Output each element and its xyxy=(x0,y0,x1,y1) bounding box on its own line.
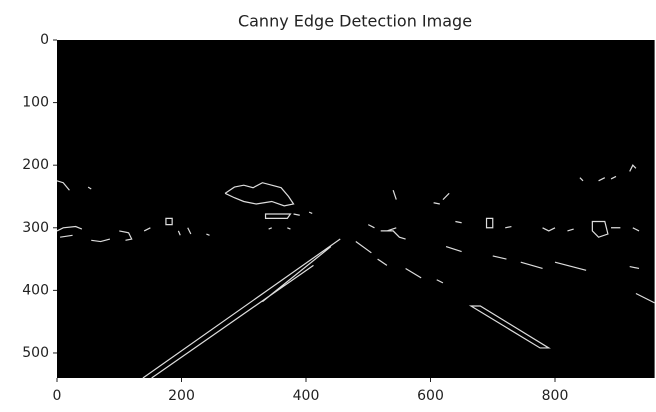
chart-title: Canny Edge Detection Image xyxy=(238,12,472,31)
chart: Canny Edge Detection Image 0 200 400 600 800… xyxy=(0,0,656,412)
x-tick-label: 600 xyxy=(417,388,444,404)
page: Canny Edge Detection Image 0 200 400 600 800… xyxy=(0,0,656,412)
y-tick-label: 0 xyxy=(40,32,49,48)
y-tick-label: 200 xyxy=(22,157,49,173)
image-area xyxy=(57,40,655,378)
x-tick-label: 0 xyxy=(53,388,62,404)
x-tick-label: 800 xyxy=(542,388,569,404)
x-tick-label: 200 xyxy=(168,388,195,404)
x-tick-label: 400 xyxy=(293,388,320,404)
y-tick-label: 500 xyxy=(22,345,49,361)
y-tick-label: 400 xyxy=(22,282,49,298)
y-tick-label: 100 xyxy=(22,95,49,111)
y-tick-label: 300 xyxy=(22,220,49,236)
